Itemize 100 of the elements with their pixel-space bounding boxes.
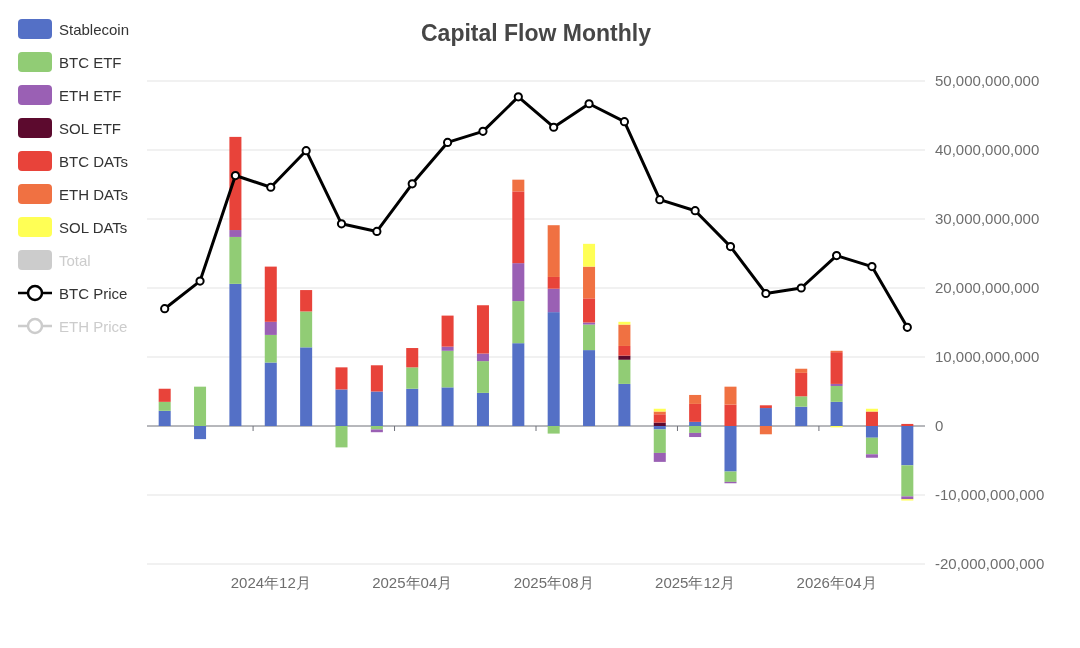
bar xyxy=(264,321,277,335)
bar xyxy=(264,266,277,322)
bar xyxy=(795,368,808,373)
bar xyxy=(759,408,772,426)
point xyxy=(513,92,523,102)
y-tick-label: -20,000,000,000 xyxy=(935,555,1045,572)
bar xyxy=(759,405,772,409)
x-tick-label: 2025年04月 xyxy=(372,574,453,591)
legend-label: SOL ETF xyxy=(59,120,121,137)
chart-title: Capital Flow Monthly xyxy=(421,20,652,46)
bar xyxy=(618,321,631,325)
bar xyxy=(795,372,808,397)
legend-label: BTC DATs xyxy=(59,153,128,170)
bar xyxy=(512,191,525,264)
legend-label: BTC ETF xyxy=(59,54,122,71)
bar xyxy=(830,385,843,402)
y-tick-label: 0 xyxy=(935,417,944,434)
point xyxy=(619,117,630,127)
bar xyxy=(901,465,914,497)
bar xyxy=(865,411,878,426)
point xyxy=(725,242,736,252)
bar xyxy=(300,311,313,348)
bar xyxy=(370,365,383,392)
bar xyxy=(583,298,596,323)
bar xyxy=(901,426,914,466)
bar xyxy=(406,348,419,368)
bar xyxy=(547,288,560,313)
bar xyxy=(724,404,737,426)
bar xyxy=(158,401,171,411)
bar xyxy=(830,383,843,386)
x-tick-label: 2025年08月 xyxy=(513,574,594,591)
y-tick-label: 30,000,000,000 xyxy=(935,210,1040,227)
legend-label: ETH DATs xyxy=(59,186,128,203)
point xyxy=(796,283,806,293)
bar xyxy=(901,423,914,426)
point xyxy=(266,182,276,192)
bar xyxy=(441,387,454,426)
bar xyxy=(618,359,631,384)
bar xyxy=(618,324,631,346)
point xyxy=(655,195,665,205)
bar xyxy=(335,389,348,426)
bar xyxy=(406,388,419,426)
bar xyxy=(724,426,737,472)
point xyxy=(549,122,559,132)
bar xyxy=(618,383,631,426)
bar xyxy=(512,301,525,344)
bar xyxy=(759,426,772,435)
bar xyxy=(689,432,702,438)
bar xyxy=(583,350,596,426)
bar xyxy=(830,401,843,426)
bar xyxy=(547,312,560,426)
point xyxy=(831,250,842,261)
bar xyxy=(583,266,596,299)
bar xyxy=(194,386,207,426)
bar xyxy=(300,347,313,426)
bar xyxy=(264,362,277,426)
bar xyxy=(618,355,631,360)
y-tick-label: 10,000,000,000 xyxy=(935,348,1040,365)
bar xyxy=(512,343,525,426)
point xyxy=(407,179,417,189)
point xyxy=(301,146,311,156)
bar xyxy=(795,406,808,426)
x-tick-label: 2024年12月 xyxy=(230,574,311,591)
point xyxy=(372,226,382,237)
point xyxy=(478,126,488,136)
bar xyxy=(653,414,666,423)
legend-label: BTC Price xyxy=(59,285,128,302)
bar xyxy=(689,394,702,404)
bar xyxy=(406,367,419,389)
bar xyxy=(689,426,702,433)
bar xyxy=(229,283,242,426)
point xyxy=(902,322,912,332)
bar xyxy=(583,243,596,267)
bar xyxy=(865,454,878,458)
bar xyxy=(441,346,454,351)
bar xyxy=(865,426,878,438)
bar xyxy=(441,350,454,388)
bar xyxy=(547,225,560,277)
x-tick-label: 2026年04月 xyxy=(796,574,877,591)
bar xyxy=(653,429,666,453)
x-tick-label: 2025年12月 xyxy=(655,574,736,591)
bar xyxy=(795,396,808,407)
bar xyxy=(335,367,348,390)
bar xyxy=(476,392,489,426)
point xyxy=(230,170,241,181)
bar xyxy=(583,322,596,325)
point xyxy=(584,99,594,109)
point xyxy=(761,288,771,299)
bar xyxy=(476,353,489,362)
bar xyxy=(618,345,631,356)
bar xyxy=(229,230,242,237)
bar xyxy=(300,290,313,312)
legend-label: ETH ETF xyxy=(59,87,122,104)
bar xyxy=(583,324,596,351)
legend-label: Stablecoin xyxy=(59,21,130,38)
bar xyxy=(158,410,171,426)
bar xyxy=(547,276,560,289)
bar xyxy=(370,391,383,426)
bar xyxy=(653,452,666,462)
bar xyxy=(724,386,737,405)
